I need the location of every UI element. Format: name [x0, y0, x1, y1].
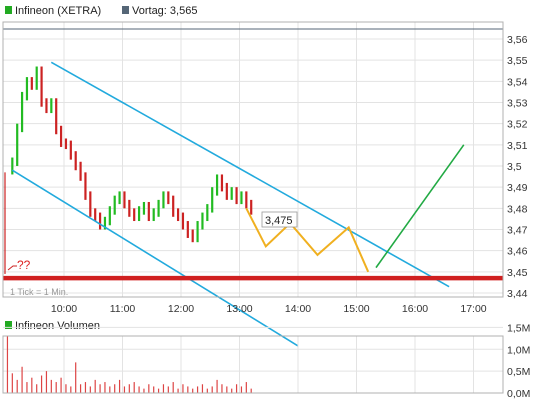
volume-legend-swatch — [5, 321, 12, 329]
price-y-tick-label: 3,51 — [507, 140, 528, 152]
time-x-axis: 10:00 11:00 12:00 13:00 14:00 15:00 16:00 17:00 — [51, 303, 487, 315]
price-y-tick-label: 3,47 — [507, 225, 528, 237]
price-y-tick-label: 3,53 — [507, 98, 528, 110]
volume-y-tick-label: 0,0M — [507, 388, 530, 400]
volume-y-tick-label: 1,5M — [507, 322, 530, 334]
volume-grid — [3, 326, 503, 394]
price-y-tick-label: 3,52 — [507, 119, 528, 131]
price-y-axis: 3,56 3,55 3,54 3,53 3,52 3,51 3,5 3,49 3,48 3,47 3… — [507, 34, 528, 300]
volume-panel: 1,5M 1,0M 0,5M 0,0M — [2, 322, 530, 400]
prev-close-legend-label: Vortag: 3,565 — [132, 5, 197, 17]
price-y-tick-label: 3,54 — [507, 76, 528, 88]
time-x-tick-label: 12:00 — [168, 303, 194, 315]
price-panel-border — [2, 21, 504, 298]
volume-legend-label: Infineon Volumen — [15, 320, 100, 332]
projection-green-line — [375, 144, 465, 269]
price-series — [4, 66, 253, 274]
analysis-overlays — [3, 61, 503, 347]
price-y-tick-label: 3,44 — [507, 288, 528, 300]
target-label: 3,475 — [265, 215, 293, 227]
tick-note: 1 Tick = 1 Min. — [10, 287, 68, 297]
price-y-tick-label: 3,49 — [507, 182, 528, 194]
price-y-tick-label: 3,45 — [507, 267, 528, 279]
volume-y-tick-label: 0,5M — [507, 366, 530, 378]
time-x-tick-label: 11:00 — [110, 303, 136, 315]
price-y-tick-label: 3,5 — [507, 161, 522, 173]
question-annotation: ?? — [17, 258, 31, 272]
time-x-tick-label: 13:00 — [226, 303, 252, 315]
price-y-tick-label: 3,46 — [507, 246, 528, 258]
time-x-tick-label: 14:00 — [285, 303, 311, 315]
projection-yellow-line — [245, 207, 370, 273]
instrument-legend-label: Infineon (XETRA) — [15, 5, 101, 17]
price-y-tick-label: 3,55 — [507, 55, 528, 67]
time-x-tick-label: 16:00 — [402, 303, 428, 315]
time-x-tick-label: 10:00 — [51, 303, 77, 315]
price-y-tick-label: 3,56 — [507, 34, 528, 46]
volume-series — [6, 336, 252, 393]
price-panel: 3,56 3,55 3,54 3,53 3,52 3,51 3,5 3,49 3,48 3,47 3… — [2, 21, 528, 347]
instrument-legend-swatch — [5, 6, 12, 14]
volume-panel-border — [2, 335, 504, 394]
price-y-tick-label: 3,48 — [507, 203, 528, 215]
time-x-tick-label: 17:00 — [460, 303, 486, 315]
time-x-tick-label: 15:00 — [343, 303, 369, 315]
price-grid — [3, 22, 503, 297]
target-label-box — [261, 211, 298, 228]
question-annotation-stroke — [7, 265, 17, 271]
channel-lower-line — [11, 169, 299, 347]
prev-close-legend-swatch — [122, 6, 129, 14]
channel-upper-line — [50, 61, 450, 288]
volume-y-axis: 1,5M 1,0M 0,5M 0,0M — [507, 322, 530, 400]
volume-y-tick-label: 1,0M — [507, 344, 530, 356]
